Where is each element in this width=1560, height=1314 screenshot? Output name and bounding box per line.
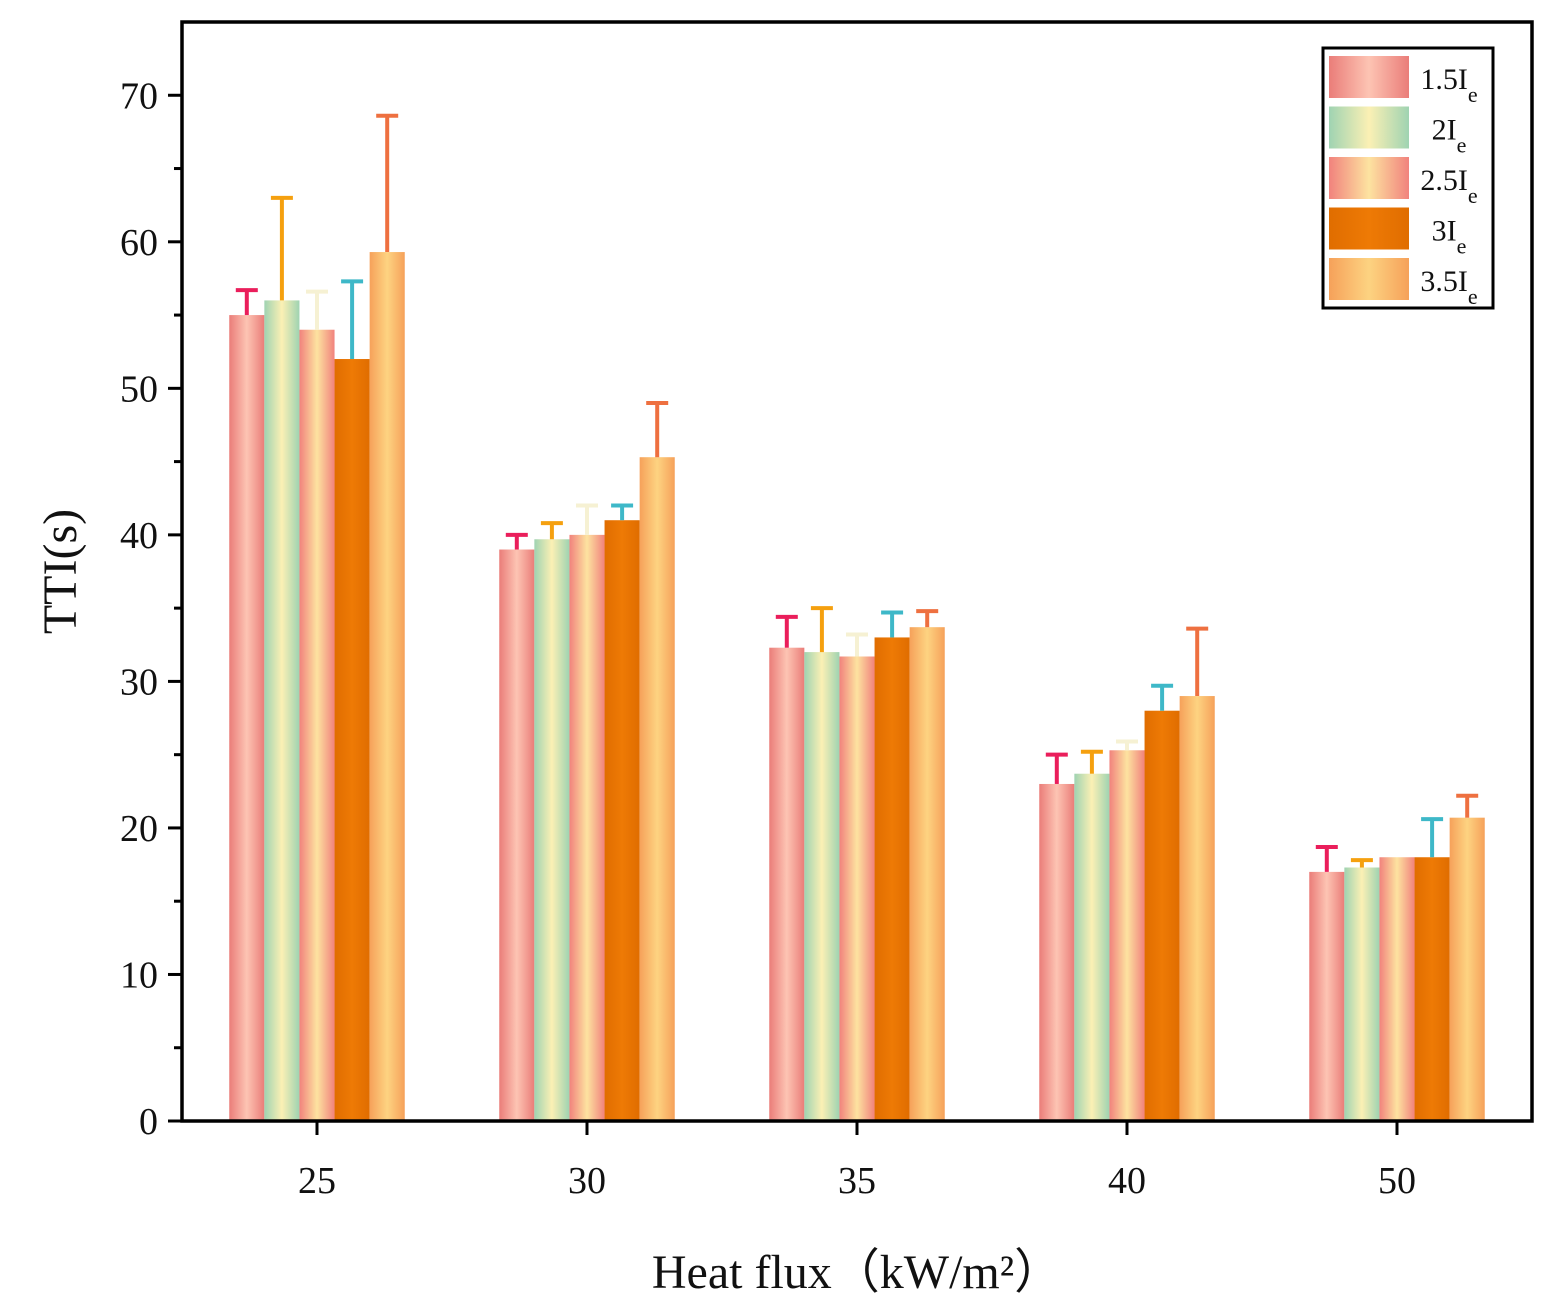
axes-layer: 0 10 20 30 40 50 60 70 25 30 35 40 50: [120, 20, 1534, 1202]
bar-40-2.5Ie: [1109, 750, 1145, 1121]
error-bar-40-1.5Ie: [1045, 752, 1068, 784]
error-bar-25-3Ie: [341, 279, 364, 360]
bar-40-2Ie: [1074, 773, 1110, 1121]
y-tick-label: 20: [120, 808, 158, 850]
legend-swatch: [1329, 157, 1409, 199]
error-bar-30-2.5Ie: [576, 503, 598, 535]
legend-item-3Ie: 3Ie: [1329, 207, 1466, 258]
bar-50-2.5Ie: [1379, 857, 1415, 1121]
bar-25-2.5Ie: [299, 329, 335, 1122]
error-bar-50-3.5Ie: [1456, 793, 1479, 818]
bar-30-3Ie: [604, 520, 640, 1121]
x-tick-label: 30: [568, 1160, 606, 1202]
error-bar-25-3.5Ie: [376, 113, 399, 253]
error-bar-30-1.5Ie: [505, 532, 528, 550]
bar-25-3.5Ie: [369, 252, 405, 1122]
error-bar-40-2Ie: [1080, 749, 1103, 774]
bar-40-3Ie: [1144, 710, 1180, 1121]
error-bar-35-2Ie: [810, 606, 833, 653]
bar-25-1.5Ie: [229, 315, 265, 1122]
legend-swatch: [1329, 56, 1409, 98]
bar-35-3Ie: [874, 637, 910, 1121]
bar-50-2Ie: [1344, 867, 1380, 1121]
bar-25-2Ie: [264, 300, 300, 1121]
bar-40-1.5Ie: [1039, 783, 1075, 1121]
error-bar-30-3Ie: [611, 503, 634, 521]
y-tick-label: 70: [120, 75, 158, 117]
error-bar-40-3Ie: [1151, 683, 1174, 711]
x-tick-label: 35: [838, 1160, 876, 1202]
bar-30-2Ie: [534, 539, 570, 1121]
legend-swatch: [1329, 258, 1409, 300]
error-bar-35-3.5Ie: [916, 609, 939, 628]
error-bar-40-2.5Ie: [1116, 739, 1138, 751]
y-tick-label: 40: [120, 515, 158, 557]
y-axis-title: TTI(s): [34, 509, 87, 634]
y-tick-label: 30: [120, 661, 158, 703]
error-bar-25-2.5Ie: [306, 289, 328, 330]
x-tick-label: 50: [1378, 1160, 1416, 1202]
bar-30-2.5Ie: [569, 534, 605, 1121]
error-bar-40-3.5Ie: [1186, 626, 1209, 697]
bar-40-3.5Ie: [1179, 696, 1215, 1121]
y-tick-label: 50: [120, 368, 158, 410]
y-tick-label: 60: [120, 222, 158, 264]
error-bar-25-2Ie: [270, 195, 293, 301]
error-bar-35-2.5Ie: [846, 632, 868, 657]
error-bar-50-3Ie: [1421, 817, 1444, 858]
legend-swatch: [1329, 106, 1409, 149]
bar-35-3.5Ie: [909, 627, 945, 1121]
bar-50-3.5Ie: [1449, 817, 1485, 1121]
bars-layer: [229, 252, 1485, 1122]
error-bar-35-3Ie: [881, 610, 904, 638]
error-bar-50-2Ie: [1350, 858, 1373, 868]
bar-50-3Ie: [1414, 857, 1450, 1121]
y-tick-label: 10: [120, 954, 158, 996]
x-axis-title: Heat flux（kW/m²）: [652, 1246, 1062, 1299]
y-tick-label: 0: [139, 1101, 158, 1143]
x-tick-label: 40: [1108, 1160, 1146, 1202]
bar-50-1.5Ie: [1309, 871, 1345, 1121]
error-bar-30-3.5Ie: [646, 400, 669, 458]
error-bar-30-2Ie: [540, 521, 563, 540]
error-bar-50-1.5Ie: [1315, 844, 1338, 872]
error-bar-35-1.5Ie: [775, 614, 798, 648]
bar-30-1.5Ie: [499, 549, 535, 1121]
bar-25-3Ie: [334, 359, 370, 1121]
bar-30-3.5Ie: [639, 457, 675, 1122]
x-tick-label: 25: [298, 1160, 336, 1202]
error-bars-layer: [235, 113, 1479, 872]
error-bar-25-1.5Ie: [235, 288, 258, 316]
bar-35-2.5Ie: [839, 656, 875, 1121]
legend-swatch: [1329, 207, 1409, 250]
bar-35-1.5Ie: [769, 647, 805, 1121]
bar-35-2Ie: [804, 652, 840, 1121]
